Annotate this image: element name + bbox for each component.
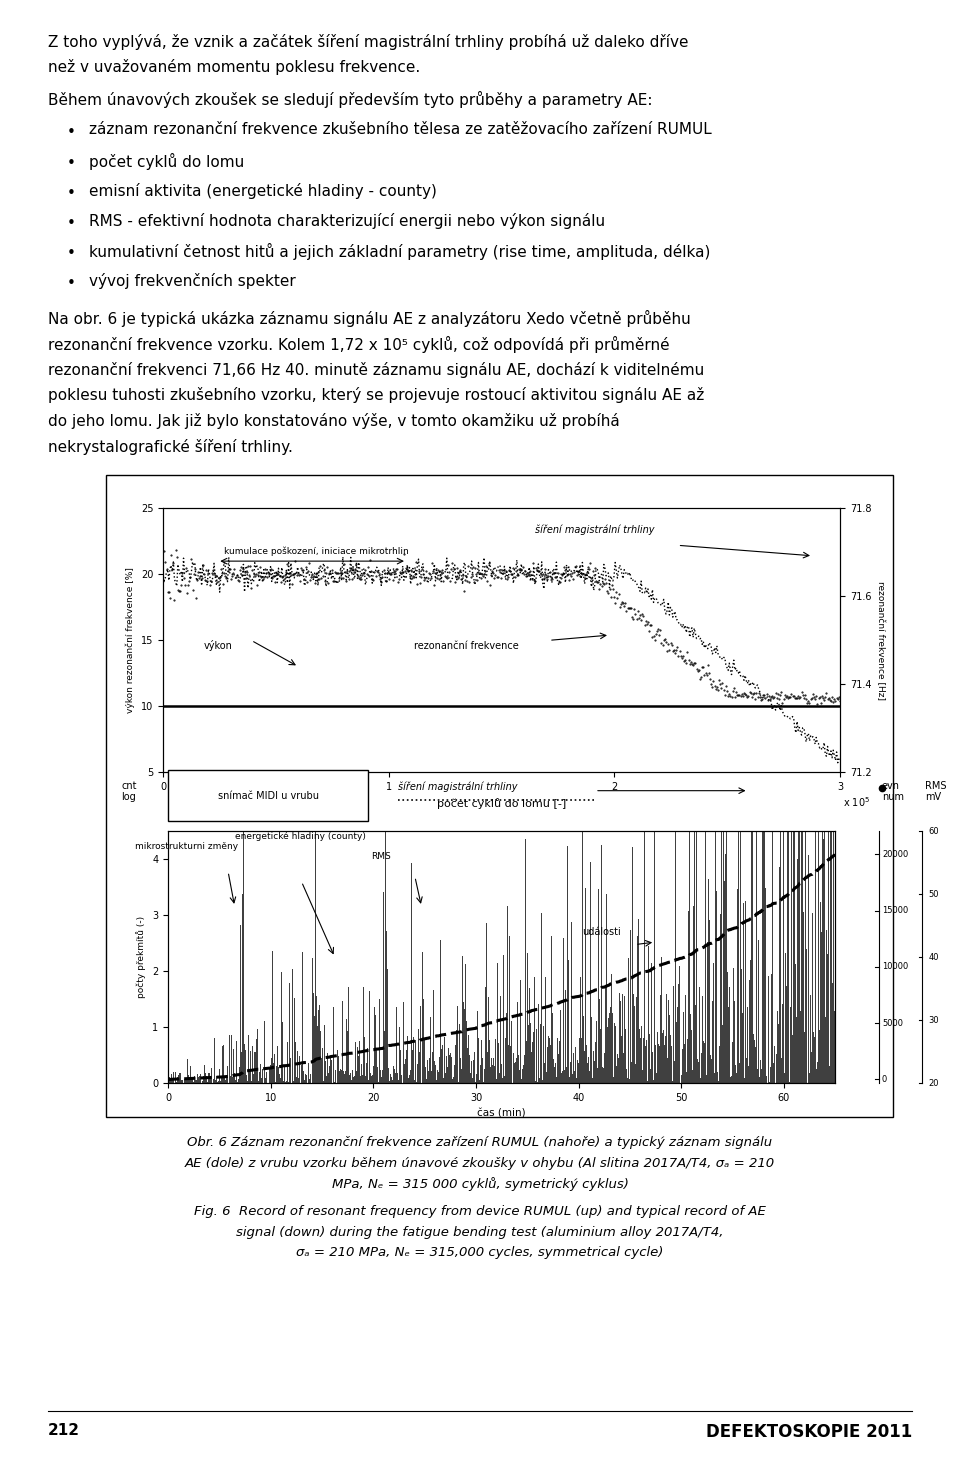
Text: •: • xyxy=(67,185,76,201)
Text: 5000: 5000 xyxy=(882,1018,903,1028)
Text: AE (dole) z vrubu vzorku během únavové zkoušky v ohybu (Al slitina 2017A/T4, σₐ : AE (dole) z vrubu vzorku během únavové z… xyxy=(185,1156,775,1169)
Text: x 10$^5$: x 10$^5$ xyxy=(844,795,871,808)
Text: 20: 20 xyxy=(928,1078,939,1089)
Text: •: • xyxy=(67,156,76,170)
Text: nekrystalografické šíření trhliny.: nekrystalografické šíření trhliny. xyxy=(48,439,293,455)
Text: 15000: 15000 xyxy=(882,907,908,915)
Text: kumulace poškození, iniciace mikrotrhlin: kumulace poškození, iniciace mikrotrhlin xyxy=(224,546,409,556)
Text: Z toho vyplývá, že vznik a začátek šíření magistrální trhliny probíhá už daleko : Z toho vyplývá, že vznik a začátek šířen… xyxy=(48,34,688,50)
Text: MPa, Nₑ = 315 000 cyklů, symetrický cyklus): MPa, Nₑ = 315 000 cyklů, symetrický cykl… xyxy=(331,1177,629,1191)
Text: emisní aktivita (energetické hladiny - county): emisní aktivita (energetické hladiny - c… xyxy=(89,182,437,198)
Text: snímač MIDI u vrubu: snímač MIDI u vrubu xyxy=(218,791,319,801)
Text: •: • xyxy=(67,245,76,261)
Text: rezonanční frekvence vzorku. Kolem 1,72 x 10⁵ cyklů, což odpovídá při průměrné: rezonanční frekvence vzorku. Kolem 1,72 … xyxy=(48,336,670,354)
Text: mikrostrukturni změny: mikrostrukturni změny xyxy=(134,842,238,851)
Y-axis label: rezonanční frekvence [Hz]: rezonanční frekvence [Hz] xyxy=(876,581,885,700)
Text: do jeho lomu. Jak již bylo konstatováno výše, v tomto okamžiku už probíhá: do jeho lomu. Jak již bylo konstatováno … xyxy=(48,412,620,428)
Text: 212: 212 xyxy=(48,1423,80,1438)
Text: RMS
mV: RMS mV xyxy=(925,780,947,802)
Text: 30: 30 xyxy=(928,1015,939,1025)
Text: 50: 50 xyxy=(928,889,939,899)
Text: RMS - efektivní hodnota charakterizující energii nebo výkon signálu: RMS - efektivní hodnota charakterizující… xyxy=(89,213,606,229)
Text: evn
num: evn num xyxy=(882,780,904,802)
Text: počet cyklů do lomu: počet cyklů do lomu xyxy=(89,153,245,170)
Text: cnt
log: cnt log xyxy=(121,780,136,802)
Text: signal (down) during the fatigue bending test (aluminium alloy 2017A/T4,: signal (down) during the fatigue bending… xyxy=(236,1225,724,1238)
Text: Během únavových zkoušek se sledují především tyto průběhy a parametry AE:: Během únavových zkoušek se sledují přede… xyxy=(48,91,653,109)
Y-axis label: počty překmítů (-): počty překmítů (-) xyxy=(136,917,147,998)
Text: 20000: 20000 xyxy=(882,849,908,858)
Text: než v uvažovaném momentu poklesu frekvence.: než v uvažovaném momentu poklesu frekven… xyxy=(48,59,420,75)
Text: Fig. 6  Record of resonant frequency from device RUMUL (up) and typical record o: Fig. 6 Record of resonant frequency from… xyxy=(194,1204,766,1218)
Text: vývoj frekvenčních spekter: vývoj frekvenčních spekter xyxy=(89,273,296,289)
Bar xyxy=(106,474,893,1116)
Text: výkon: výkon xyxy=(204,640,232,651)
Text: DEFEKTOSKOPIE 2011: DEFEKTOSKOPIE 2011 xyxy=(706,1423,912,1441)
Text: •: • xyxy=(67,276,76,290)
Text: poklesu tuhosti zkušebního vzorku, který se projevuje rostoucí aktivitou signálu: poklesu tuhosti zkušebního vzorku, který… xyxy=(48,387,705,403)
Text: 10000: 10000 xyxy=(882,962,908,971)
Text: RMS: RMS xyxy=(372,852,392,861)
Text: šíření magistrální trhliny: šíření magistrální trhliny xyxy=(536,524,655,534)
X-axis label: čas (min): čas (min) xyxy=(477,1109,526,1119)
Text: •: • xyxy=(67,216,76,230)
Text: 40: 40 xyxy=(928,952,939,962)
Text: rezonanční frekvence: rezonanční frekvence xyxy=(414,641,518,651)
Text: záznam rezonanční frekvence zkušebního tělesa ze zatěžovacího zařízení RUMUL: záznam rezonanční frekvence zkušebního t… xyxy=(89,122,712,138)
Text: σₐ = 210 MPa, Nₑ = 315,000 cycles, symmetrical cycle): σₐ = 210 MPa, Nₑ = 315,000 cycles, symme… xyxy=(297,1245,663,1259)
Text: 0: 0 xyxy=(882,1075,887,1084)
Text: Na obr. 6 je typická ukázka záznamu signálu AE z analyzátoru Xedo včetně průběhu: Na obr. 6 je typická ukázka záznamu sign… xyxy=(48,310,691,327)
Y-axis label: výkon rezonanční frekvence [%]: výkon rezonanční frekvence [%] xyxy=(126,568,135,713)
Text: Obr. 6 Záznam rezonanční frekvence zařízení RUMUL (nahoře) a typický záznam sign: Obr. 6 Záznam rezonanční frekvence zaříz… xyxy=(187,1135,773,1149)
Text: šíření magistrální trhliny: šíření magistrální trhliny xyxy=(398,782,517,792)
Text: energetické hladiny (county): energetické hladiny (county) xyxy=(235,832,366,841)
Bar xyxy=(168,770,368,822)
Text: •: • xyxy=(67,125,76,141)
X-axis label: počet cyklů do lomu [-]: počet cyklů do lomu [-] xyxy=(437,798,566,808)
Text: rezonanční frekvenci 71,66 Hz 40. minutě záznamu signálu AE, dochází k viditelné: rezonanční frekvenci 71,66 Hz 40. minutě… xyxy=(48,361,705,377)
Text: události: události xyxy=(582,927,620,937)
Text: 60: 60 xyxy=(928,826,939,836)
Text: kumulativní četnost hitů a jejich základní parametry (rise time, amplituda, délk: kumulativní četnost hitů a jejich základ… xyxy=(89,242,710,260)
